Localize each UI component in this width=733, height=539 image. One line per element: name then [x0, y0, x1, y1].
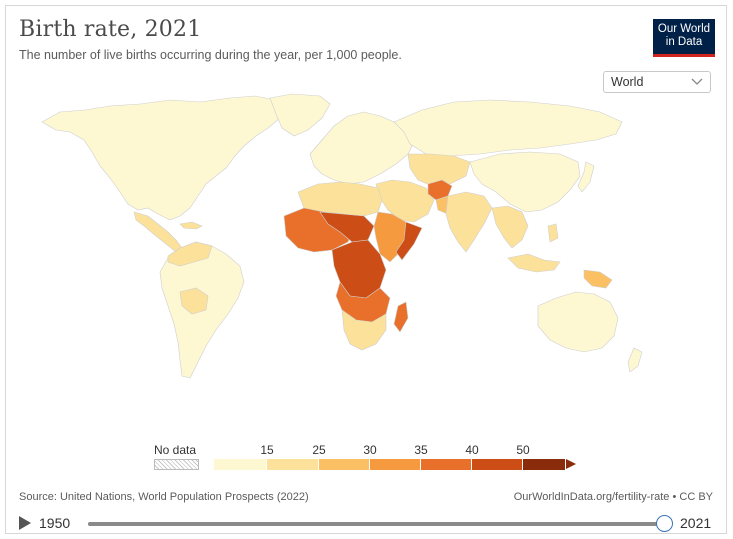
map-region-europe[interactable] — [309, 111, 415, 185]
map-region-east-asia[interactable] — [469, 151, 581, 213]
map-region-japan[interactable] — [577, 161, 595, 193]
timeline-end-year: 2021 — [680, 515, 712, 531]
legend-bin-4[interactable] — [370, 459, 421, 470]
legend-bin-2[interactable] — [267, 459, 319, 470]
legend-bin-1[interactable] — [214, 459, 267, 470]
legend-tick-15: 15 — [260, 443, 274, 457]
legend-arrow — [566, 459, 576, 469]
map-region-caribbean[interactable] — [179, 221, 203, 230]
play-icon[interactable] — [19, 516, 31, 530]
chart-title: Birth rate, 2021 — [19, 17, 202, 42]
map-region-southern-africa[interactable] — [341, 309, 387, 351]
owid-logo[interactable]: Our World in Data — [653, 19, 715, 57]
legend-tick-50: 50 — [516, 443, 530, 457]
timeline-track[interactable] — [88, 522, 664, 526]
map-region-central-asia[interactable] — [407, 153, 471, 187]
source-note[interactable]: Source: United Nations, World Population… — [19, 491, 309, 503]
chart-subtitle: The number of live births occurring duri… — [19, 48, 402, 62]
map-region-southeast-asia[interactable] — [491, 205, 529, 249]
map-region-greenland[interactable] — [269, 93, 331, 137]
map-region-south-asia[interactable] — [445, 191, 493, 253]
map-region-central-south-america[interactable] — [179, 287, 209, 315]
map-region-australia[interactable] — [537, 291, 619, 353]
license-link[interactable]: OurWorldInData.org/fertility-rate • CC B… — [513, 491, 713, 503]
legend-tick-35: 35 — [414, 443, 428, 457]
legend-color-scale — [214, 459, 566, 470]
map-region-maritime-sea[interactable] — [507, 223, 561, 273]
legend-bin-3[interactable] — [319, 459, 370, 470]
map-region-madagascar[interactable] — [393, 301, 409, 333]
map-region-middle-east[interactable] — [375, 179, 435, 223]
chevron-down-icon — [691, 78, 703, 85]
legend-bin-6[interactable] — [472, 459, 523, 470]
map-region-north-america[interactable] — [41, 95, 291, 221]
region-dropdown[interactable]: World — [603, 71, 711, 93]
timeline-start-year: 1950 — [39, 515, 71, 531]
map-region-papua[interactable] — [583, 269, 613, 289]
legend-tick-25: 25 — [312, 443, 326, 457]
legend-no-data-label: No data — [154, 443, 197, 457]
map-region-somalia[interactable] — [395, 221, 423, 261]
map-region-new-zealand[interactable] — [627, 347, 643, 373]
logo-line-2: in Data — [665, 36, 703, 48]
legend-tick-40: 40 — [465, 443, 479, 457]
logo-line-1: Our World — [657, 23, 711, 35]
timeline-handle[interactable] — [655, 515, 673, 532]
map-region-north-asia[interactable] — [393, 99, 623, 157]
legend-bin-5[interactable] — [421, 459, 472, 470]
world-map[interactable] — [30, 92, 660, 392]
region-dropdown-value: World — [611, 75, 644, 89]
legend-bin-7[interactable] — [523, 459, 566, 470]
legend-no-data-swatch[interactable] — [154, 459, 199, 470]
timeline-track-fill — [88, 522, 664, 526]
legend-tick-30: 30 — [363, 443, 377, 457]
map-region-andean-north[interactable] — [167, 241, 213, 267]
